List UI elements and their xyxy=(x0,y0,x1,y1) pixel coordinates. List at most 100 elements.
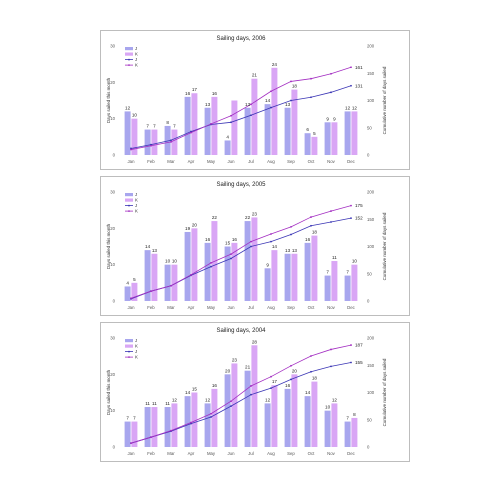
legend-swatch-point xyxy=(128,350,130,353)
chart-title: Sailing days, 2005 xyxy=(216,182,266,188)
end-label-J: 152 xyxy=(355,216,363,221)
bar-J xyxy=(324,410,331,447)
y-tick-label: 0 xyxy=(113,153,116,158)
cumulative-K-point xyxy=(230,114,232,117)
cumulative-K-point xyxy=(310,216,312,218)
bar-K xyxy=(251,345,258,447)
bar-J xyxy=(224,140,231,155)
legend-label: K xyxy=(135,355,138,360)
cumulative-K-point xyxy=(290,225,292,228)
data-label-K: 16 xyxy=(212,383,218,388)
cumulative-J-point xyxy=(350,217,352,220)
cumulative-K-point xyxy=(150,436,152,439)
data-label-K: 14 xyxy=(272,244,278,249)
bar-K xyxy=(151,407,158,447)
data-label-J: 6 xyxy=(306,127,309,132)
data-label-K: 24 xyxy=(272,62,278,67)
cumulative-K-line xyxy=(130,66,352,150)
cumulative-K-point xyxy=(210,123,212,125)
y-tick-label: 30 xyxy=(110,44,115,49)
y2-tick-label: 200 xyxy=(367,44,375,49)
data-label-J: 13 xyxy=(285,248,291,253)
legend-label: K xyxy=(135,63,138,68)
x-tick-label: Nov xyxy=(327,451,335,456)
x-tick-label: Jul xyxy=(248,159,254,164)
y-axis-label: Days sailed this month xyxy=(106,369,111,415)
data-label-K: 7 xyxy=(153,124,156,129)
x-tick-label: Jun xyxy=(228,159,236,164)
legend-label: K xyxy=(135,209,138,214)
data-label-K: 28 xyxy=(252,339,258,344)
legend-swatch-point xyxy=(128,64,130,66)
data-label-J: 14 xyxy=(305,390,311,395)
cumulative-K-point xyxy=(270,233,272,235)
bar-J xyxy=(244,221,251,301)
legend-label: J xyxy=(135,338,137,343)
data-label-J: 10 xyxy=(325,405,331,410)
x-tick-label: Sep xyxy=(287,305,295,310)
bar-K xyxy=(351,264,358,301)
bar-K xyxy=(331,403,338,447)
x-tick-label: Apr xyxy=(188,159,195,164)
legend-label: J xyxy=(135,57,137,62)
data-label-K: 8 xyxy=(353,412,356,417)
cumulative-J-point xyxy=(290,233,292,236)
cumulative-J-point xyxy=(290,99,292,102)
cumulative-J-point xyxy=(310,370,312,373)
bar-J xyxy=(184,231,191,301)
data-label-J: 20 xyxy=(225,368,231,373)
x-tick-label: Jun xyxy=(228,305,236,310)
cumulative-J-point xyxy=(330,91,332,94)
data-label-K: 7 xyxy=(173,124,176,129)
data-label-J: 14 xyxy=(265,98,271,103)
y-axis-label: Days sailed this month xyxy=(106,77,111,123)
bar-K xyxy=(211,96,218,155)
x-tick-label: May xyxy=(207,159,216,164)
legend-label: J xyxy=(135,192,137,197)
cumulative-J-point xyxy=(310,96,312,99)
y2-axis-label: Cumulative number of days sailed xyxy=(382,66,387,134)
end-label-J: 131 xyxy=(355,83,363,88)
cumulative-J-line xyxy=(130,85,352,149)
data-label-J: 22 xyxy=(245,215,251,220)
bar-J xyxy=(264,403,271,447)
legend-swatch-bar xyxy=(125,198,133,202)
cumulative-K-point xyxy=(330,210,332,212)
bar-J xyxy=(304,396,311,447)
cumulative-K-line xyxy=(130,205,352,299)
bar-J xyxy=(164,125,171,155)
data-label-J: 7 xyxy=(326,270,329,275)
x-tick-label: Dec xyxy=(347,159,355,164)
cumulative-J-point xyxy=(230,121,232,124)
cumulative-K-point xyxy=(190,273,192,276)
bar-J xyxy=(324,275,331,301)
legend-swatch-point xyxy=(128,58,130,61)
chart-svg-2005: Sailing days, 2005 0 10 20 30 0 50 100 150 200 Day… xyxy=(106,182,387,310)
x-tick-label: Oct xyxy=(308,159,315,164)
data-label-K: 20 xyxy=(292,368,298,373)
bar-J xyxy=(184,396,191,447)
cumulative-J-point xyxy=(210,416,212,418)
chart-panel-2004: Sailing days, 2004 0 10 20 30 0 50 100 150 200 Day… xyxy=(100,322,410,462)
cumulative-J-point xyxy=(350,361,352,364)
cumulative-K-point xyxy=(230,253,232,256)
cumulative-J-point xyxy=(350,84,352,87)
bar-K xyxy=(231,242,238,301)
cumulative-K-point xyxy=(250,103,252,106)
x-tick-label: Jan xyxy=(128,451,136,456)
bar-J xyxy=(304,242,311,301)
bar-K xyxy=(231,100,238,155)
cumulative-K-point xyxy=(150,290,152,293)
cumulative-J-point xyxy=(230,405,232,408)
bar-K xyxy=(271,67,278,155)
bar-K xyxy=(331,261,338,301)
data-label-K: 17 xyxy=(192,87,198,92)
cumulative-K-point xyxy=(130,297,132,300)
data-label-K: 18 xyxy=(312,376,318,381)
cumulative-J-line xyxy=(130,362,352,444)
cumulative-K-point xyxy=(130,148,132,151)
bar-K xyxy=(131,282,138,301)
data-label-K: 10 xyxy=(132,113,138,118)
cumulative-K-point xyxy=(290,80,292,83)
data-label-J: 12 xyxy=(205,397,211,402)
